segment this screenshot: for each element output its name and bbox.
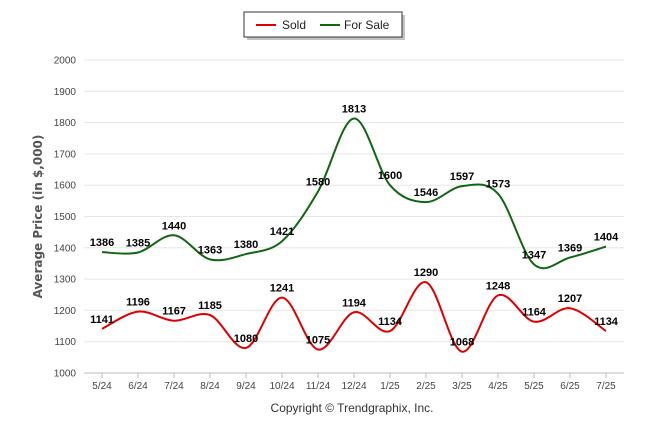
y-tick-label: 1000 [54, 369, 77, 380]
y-tick-label: 1500 [54, 212, 77, 223]
data-label-for-sale: 1421 [270, 226, 294, 238]
data-label-for-sale: 1363 [198, 244, 222, 256]
x-tick-label: 5/25 [524, 381, 544, 392]
data-label-for-sale: 1347 [522, 249, 546, 261]
data-label-for-sale: 1369 [558, 243, 582, 255]
data-label-sold: 1196 [126, 297, 150, 309]
data-label-sold: 1164 [522, 307, 547, 319]
data-label-for-sale: 1580 [306, 176, 330, 188]
y-tick-label: 1800 [54, 118, 77, 129]
axis-layer: 1000 1100 1200 1300 1400 1500 1600 1700 1800 1900… [54, 56, 624, 392]
y-tick-label: 1900 [54, 87, 77, 98]
y-tick-label: 1700 [54, 149, 77, 160]
data-label-sold: 1207 [558, 293, 582, 305]
data-label-for-sale: 1573 [486, 179, 510, 191]
x-tick-label: 9/24 [236, 381, 256, 392]
y-tick-label: 1400 [54, 243, 77, 254]
x-tick-label: 7/24 [164, 381, 184, 392]
data-label-sold: 1290 [414, 267, 438, 279]
x-tick-label: 4/25 [488, 381, 508, 392]
data-label-for-sale: 1380 [234, 239, 258, 251]
x-tick-label: 7/25 [596, 381, 616, 392]
data-label-sold: 1241 [270, 283, 294, 295]
x-tick-label: 6/24 [128, 381, 148, 392]
series-line-sold [101, 281, 607, 353]
x-tick-label: 3/25 [452, 381, 472, 392]
data-label-sold: 1075 [306, 335, 330, 347]
data-label-sold: 1194 [342, 297, 367, 309]
data-label-for-sale: 1440 [162, 220, 186, 232]
y-tick-label: 1300 [54, 275, 77, 286]
y-tick-label: 1100 [54, 337, 76, 348]
data-label-for-sale: 1546 [414, 187, 438, 199]
data-label-sold: 1167 [162, 306, 186, 318]
data-label-for-sale: 1600 [378, 170, 402, 182]
data-label-for-sale: 1813 [342, 104, 366, 116]
data-label-sold: 1248 [486, 280, 510, 292]
label-layer: 1386 1385 1440 1363 1380 1421 1580 1813 1600 1546… [90, 104, 619, 349]
data-label-for-sale: 1404 [594, 232, 619, 244]
x-tick-label: 8/24 [200, 381, 220, 392]
x-tick-label: 2/25 [416, 381, 436, 392]
data-label-sold: 1134 [378, 316, 403, 328]
y-tick-label: 2000 [54, 56, 77, 67]
y-tick-label: 1600 [54, 181, 77, 192]
data-label-sold: 1141 [90, 314, 114, 326]
legend-label-for-sale: For Sale [344, 18, 390, 32]
x-tick-label: 10/24 [269, 381, 294, 392]
x-tick-label: 1/25 [380, 381, 400, 392]
data-label-for-sale: 1597 [450, 171, 474, 183]
legend: Sold For Sale [243, 11, 405, 40]
data-label-for-sale: 1386 [90, 237, 114, 249]
y-tick-label: 1200 [54, 306, 77, 317]
data-label-for-sale: 1385 [126, 237, 150, 249]
data-label-sold: 1185 [198, 300, 222, 312]
x-tick-label: 12/24 [341, 381, 366, 392]
data-label-sold: 1068 [450, 337, 474, 349]
x-tick-label: 6/25 [560, 381, 580, 392]
copyright-text: Copyright © Trendgraphix, Inc. [271, 401, 434, 415]
y-axis-title: Average Price (in $,000) [31, 135, 45, 299]
data-label-sold: 1080 [234, 333, 258, 345]
x-tick-label: 5/24 [92, 381, 112, 392]
x-tick-label: 11/24 [306, 381, 331, 392]
legend-label-sold: Sold [282, 18, 306, 32]
series-layer [101, 117, 607, 353]
series-line-for-sale [101, 117, 607, 270]
grid-layer [84, 59, 624, 374]
data-label-sold: 1134 [594, 316, 619, 328]
